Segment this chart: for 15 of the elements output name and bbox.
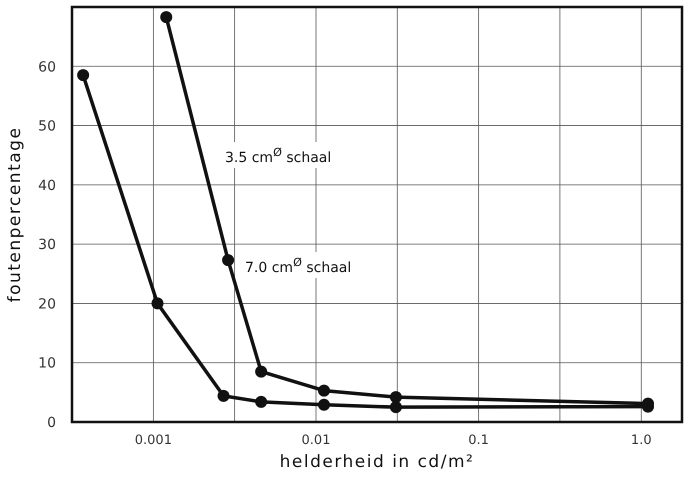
x-tick-label: 0.01: [302, 433, 330, 448]
x-tick-label: 0.001: [134, 433, 172, 448]
annotation: 3.5 cm$^{Ø}$ schaal: [225, 146, 332, 166]
x-tick-label: 1.0: [630, 433, 652, 448]
y-axis-title: foutenpercentage: [5, 126, 25, 302]
x-tick-label: 0.1: [468, 433, 489, 448]
y-tick-label: 10: [38, 356, 56, 372]
y-tick-label: 50: [38, 118, 56, 135]
y-tick-label: 30: [38, 237, 56, 254]
y-tick-label: 40: [38, 178, 56, 194]
y-tick-label: 0: [47, 415, 56, 431]
y-tick-label: 60: [38, 59, 56, 76]
annotation: 7.0 cm$^{Ø}$ schaal: [245, 256, 352, 276]
x-axis-title: helderheid in cd/m²: [280, 452, 474, 472]
y-tick-label: 20: [38, 296, 56, 312]
